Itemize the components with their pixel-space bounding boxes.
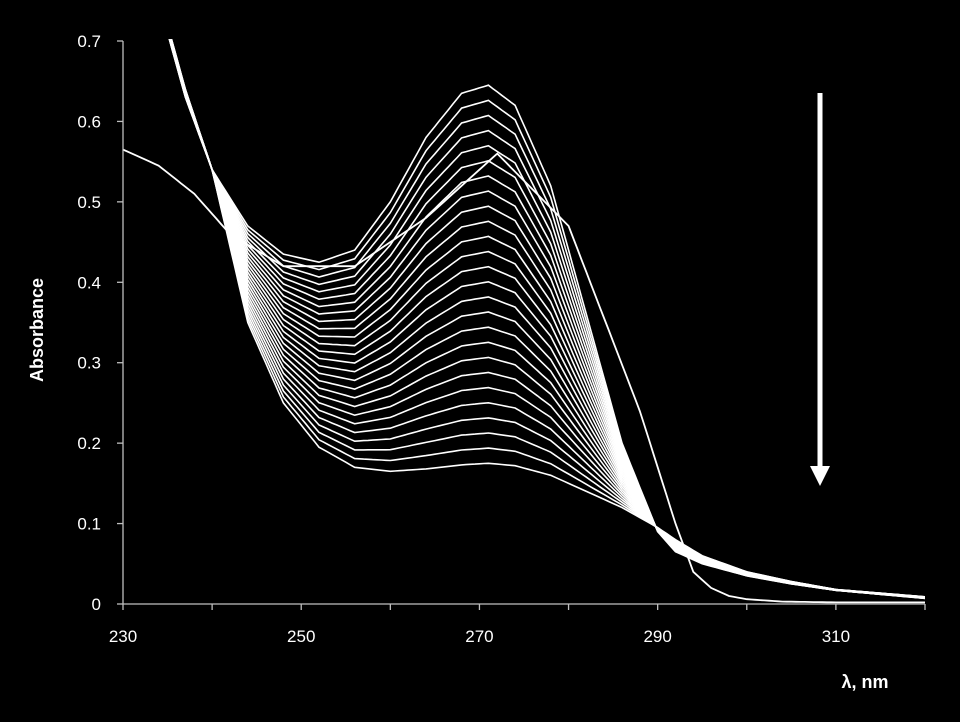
y-tick-label: 0.3 <box>77 354 101 373</box>
y-tick-label: 0.7 <box>77 32 101 51</box>
spectrum-line <box>169 39 925 598</box>
y-tick-label: 0.2 <box>77 434 101 453</box>
spectrum-line <box>169 39 925 599</box>
x-tick-label: 270 <box>465 627 493 646</box>
down-arrow-icon <box>810 93 830 486</box>
axes <box>117 40 926 610</box>
spectrum-line <box>169 39 925 599</box>
x-axis-title: λ, nm <box>841 672 888 692</box>
reference-spectrum-line <box>123 148 925 604</box>
y-tick-label: 0.1 <box>77 515 101 534</box>
spectrum-line <box>168 39 925 599</box>
spectrum-line <box>169 39 925 599</box>
spectrum-line <box>169 39 925 599</box>
y-tick-label: 0 <box>92 595 101 614</box>
x-tick-label: 230 <box>109 627 137 646</box>
spectrum-line <box>169 39 925 599</box>
y-tick-label: 0.4 <box>77 273 101 292</box>
spectrum-line <box>169 39 925 599</box>
x-tick-label: 250 <box>287 627 315 646</box>
spectrum-line <box>168 39 925 599</box>
spectrum-line <box>169 39 925 599</box>
y-tick-label: 0.6 <box>77 112 101 131</box>
plot-area <box>123 39 925 604</box>
spectrum-line <box>170 39 925 598</box>
y-tick-label: 0.5 <box>77 193 101 212</box>
spectrum-line <box>168 39 925 599</box>
spectrum-line <box>169 39 925 599</box>
y-axis-title: Absorbance <box>27 278 47 382</box>
x-tick-label: 310 <box>822 627 850 646</box>
spectrum-line <box>169 39 925 599</box>
tick-labels: 0 0.1 0.2 0.3 0.4 0.5 0.6 0.7 230 250 270 290 310 <box>77 32 850 646</box>
x-tick-label: 290 <box>643 627 671 646</box>
spectrum-line <box>169 39 925 599</box>
spectrum-line <box>169 39 925 599</box>
